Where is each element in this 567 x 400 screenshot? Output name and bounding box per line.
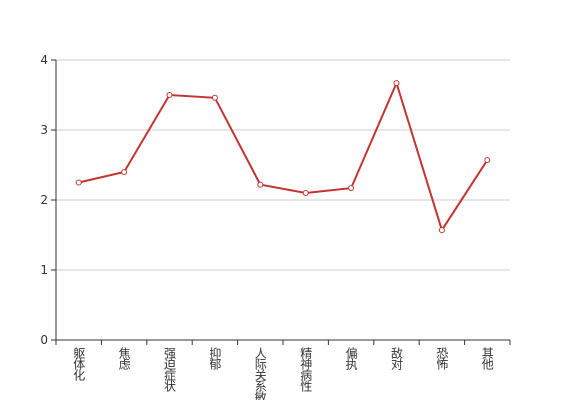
- point: [257, 181, 264, 188]
- line: [78, 80, 489, 233]
- y-tick-label: 0: [40, 333, 48, 347]
- x-tick-label: 精神病性: [299, 347, 313, 393]
- x-tick-label: 偏执: [344, 346, 358, 371]
- point: [438, 227, 445, 234]
- y-tick-label: 3: [40, 123, 48, 137]
- x-tick-label: 恐怖: [435, 347, 449, 370]
- x-tick-label: 其他: [480, 347, 494, 370]
- point: [211, 94, 218, 101]
- x-tick-label: 抑郁: [208, 346, 222, 371]
- point: [484, 157, 491, 164]
- point: [75, 179, 82, 186]
- y-tick-label: 1: [40, 263, 48, 277]
- x-tick-label: 人际关系敏感: [253, 347, 267, 400]
- point: [348, 185, 355, 192]
- point: [302, 190, 309, 196]
- y-tick-label: 4: [40, 53, 48, 67]
- point: [121, 169, 128, 175]
- point: [166, 92, 173, 98]
- x-tick-label: 躯体化: [72, 346, 86, 382]
- x-tick-label: 强迫症状: [163, 347, 177, 392]
- y-tick-label: 2: [40, 193, 48, 207]
- x-tick-label: 敌对: [390, 346, 404, 370]
- x-tick-label: 焦虑: [117, 347, 131, 370]
- point: [393, 80, 400, 87]
